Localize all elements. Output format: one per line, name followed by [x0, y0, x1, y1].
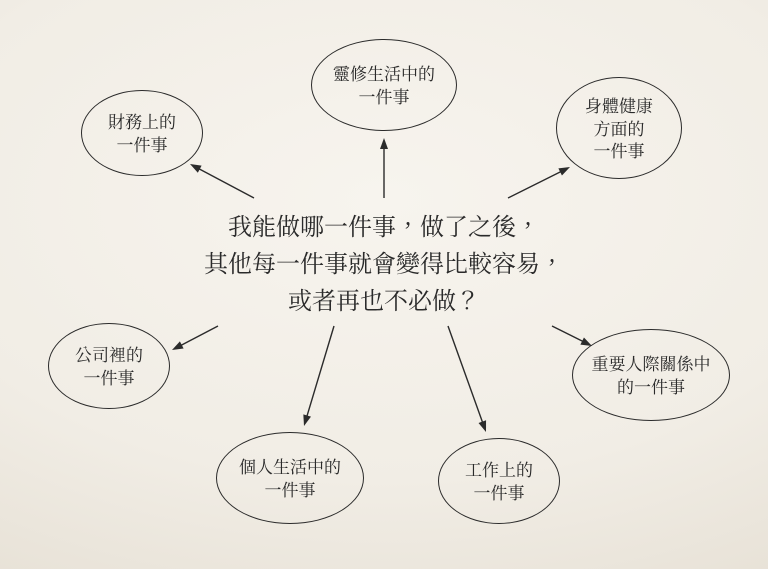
bubble-line: 身體健康	[585, 94, 653, 117]
bubble-line: 方面的	[585, 117, 653, 140]
arrow-shaft	[196, 167, 254, 198]
arrow-shaft	[178, 326, 218, 347]
arrow-head	[558, 167, 570, 175]
bubble-line: 一件事	[585, 139, 653, 162]
bubble-personal: 個人生活中的 一件事	[216, 432, 364, 524]
center-line-2: 其他每一件事就會變得比較容易，	[204, 243, 564, 280]
arrow-head	[380, 138, 388, 149]
bubble-finance: 財務上的 一件事	[81, 90, 203, 176]
arrow-shaft	[306, 326, 334, 420]
center-line-1: 我能做哪一件事，做了之後，	[204, 206, 564, 243]
center-line-3: 或者再也不必做？	[204, 281, 564, 318]
center-question: 我能做哪一件事，做了之後， 其他每一件事就會變得比較容易， 或者再也不必做？	[204, 206, 564, 318]
bubble-line: 個人生活中的	[239, 455, 341, 478]
arrow-head	[172, 341, 184, 350]
bubble-line: 一件事	[108, 133, 176, 156]
bubble-company: 公司裡的 一件事	[48, 323, 170, 409]
bubble-line: 工作上的	[465, 458, 533, 481]
bubble-line: 一件事	[465, 481, 533, 504]
bubble-work: 工作上的 一件事	[438, 438, 560, 524]
bubble-line: 一件事	[333, 85, 435, 108]
bubble-line: 一件事	[239, 478, 341, 501]
bubble-line: 財務上的	[108, 110, 176, 133]
diagram-canvas: 我能做哪一件事，做了之後， 其他每一件事就會變得比較容易， 或者再也不必做？ 靈…	[0, 0, 768, 569]
arrow-head	[303, 414, 311, 426]
bubble-line: 一件事	[75, 366, 143, 389]
bubble-spiritual: 靈修生活中的 一件事	[311, 39, 457, 131]
bubble-line: 的一件事	[592, 375, 711, 398]
arrow-shaft	[508, 170, 564, 198]
arrow-shaft	[448, 326, 484, 426]
bubble-health: 身體健康 方面的 一件事	[556, 77, 682, 179]
arrow-shaft	[552, 326, 586, 343]
bubble-relation: 重要人際關係中 的一件事	[572, 329, 730, 421]
arrow-head	[190, 164, 202, 173]
arrow-head	[479, 420, 487, 432]
bubble-line: 重要人際關係中	[592, 352, 711, 375]
bubble-line: 公司裡的	[75, 343, 143, 366]
bubble-line: 靈修生活中的	[333, 62, 435, 85]
